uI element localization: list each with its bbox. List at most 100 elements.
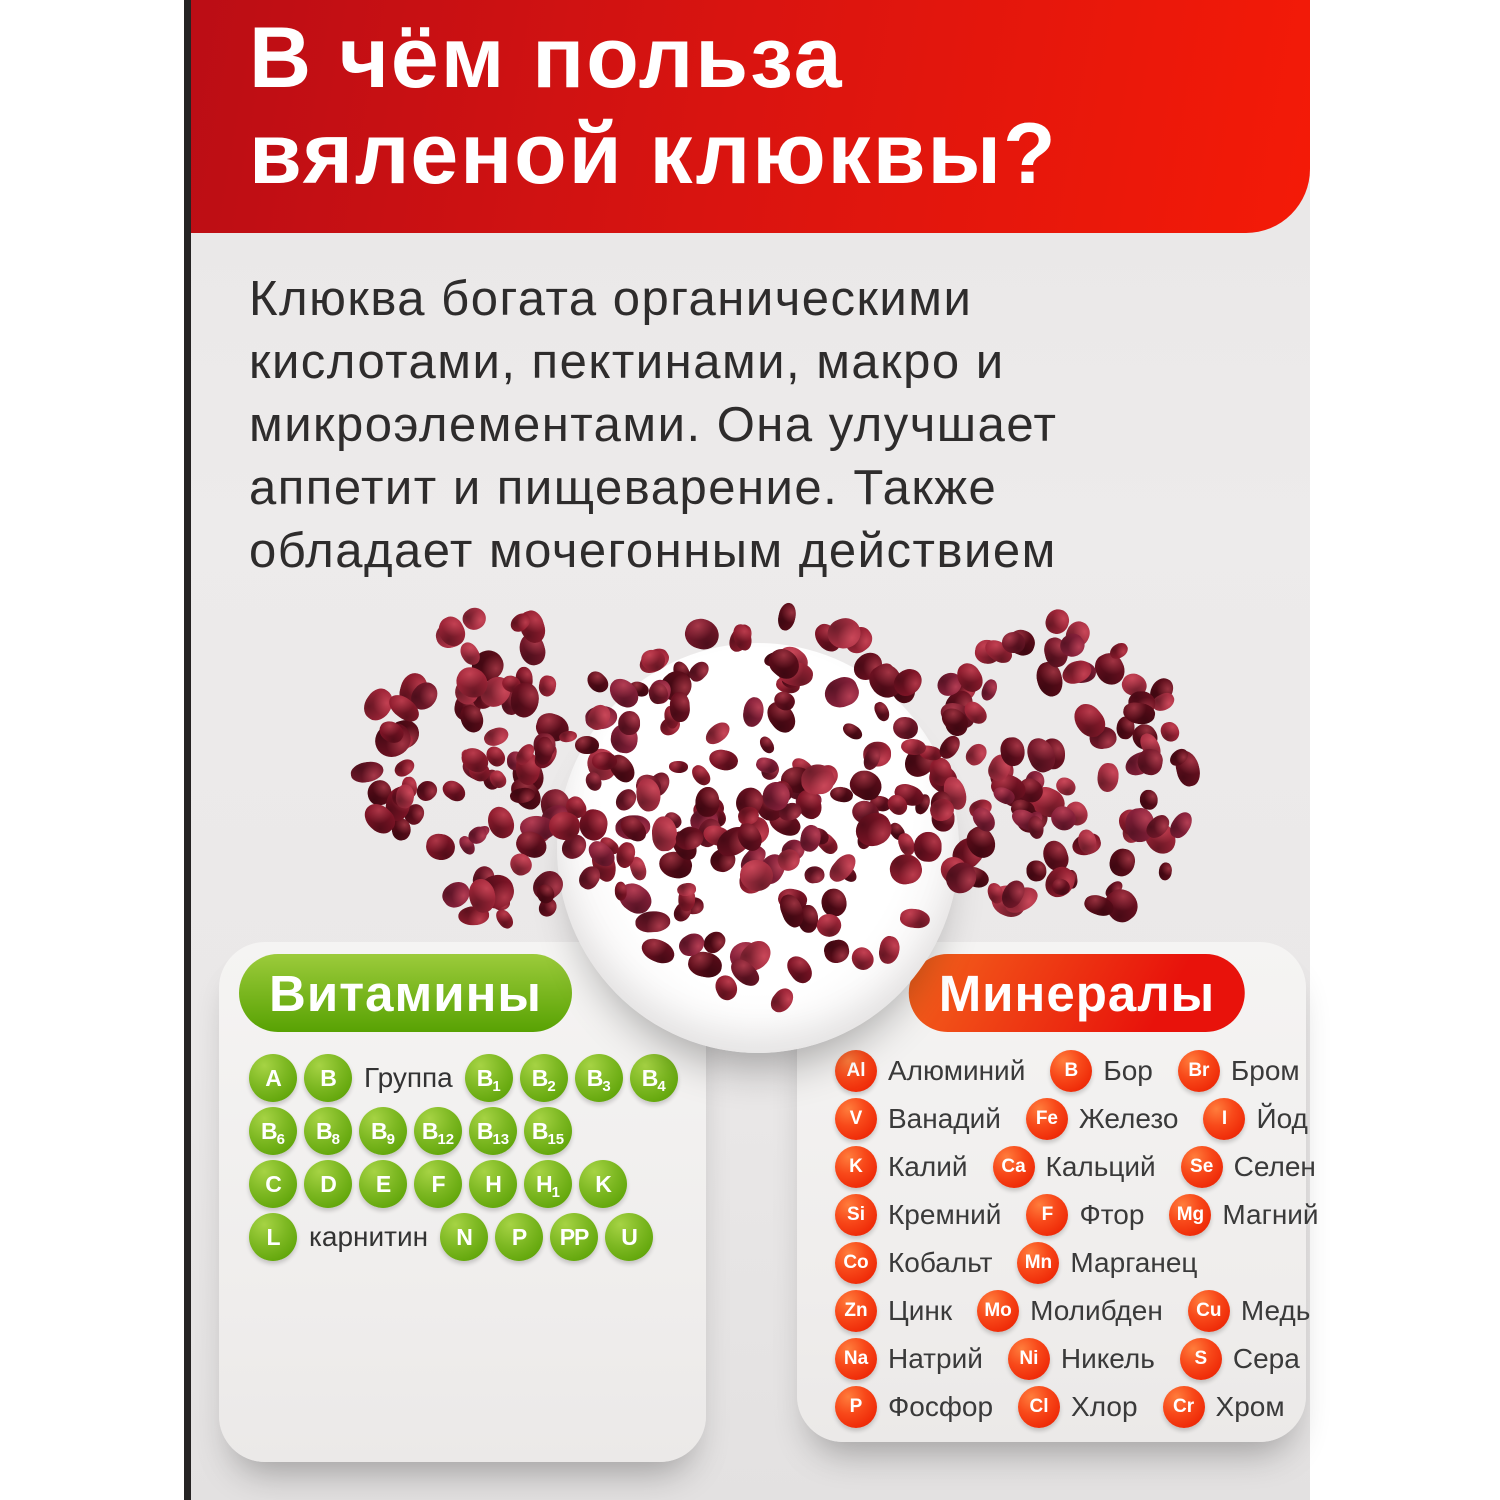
cranberry-berry bbox=[507, 680, 541, 720]
cranberry-berry bbox=[591, 751, 617, 771]
cranberry-berry bbox=[776, 799, 804, 824]
cranberry-berry bbox=[788, 754, 816, 781]
cranberry-berry bbox=[437, 877, 475, 914]
mineral-circle: Si bbox=[835, 1194, 877, 1236]
cranberry-berry bbox=[584, 836, 619, 871]
cranberry-berry bbox=[738, 870, 765, 895]
cranberry-berry bbox=[457, 743, 493, 777]
cranberry-berry bbox=[775, 886, 809, 914]
intro-line-3: микроэлементами. Она улучшает bbox=[249, 398, 1058, 452]
cranberry-berry bbox=[1089, 725, 1118, 751]
cranberry-berry bbox=[492, 905, 518, 932]
cranberry-berry bbox=[401, 776, 419, 799]
cranberry-berry bbox=[1023, 733, 1061, 776]
cranberry-berry bbox=[505, 750, 524, 771]
cranberry-berry bbox=[393, 783, 416, 810]
cranberry-berry bbox=[391, 755, 418, 781]
mineral-item: Cu Медь bbox=[1187, 1290, 1310, 1332]
cranberry-berry bbox=[967, 796, 995, 821]
cranberry-berry bbox=[776, 659, 815, 689]
mineral-name: Сера bbox=[1232, 1343, 1300, 1374]
cranberry-berry bbox=[1026, 782, 1069, 822]
content-area: В чём польза вяленой клюквы? Клюква бога… bbox=[191, 0, 1319, 1500]
cranberry-berry bbox=[945, 831, 990, 876]
cranberry-berry bbox=[465, 758, 493, 785]
mineral-name: Цинк bbox=[888, 1295, 953, 1326]
cranberry-berry bbox=[470, 823, 492, 843]
page-title: В чём польза вяленой клюквы? bbox=[191, 0, 1310, 202]
cranberry-berry bbox=[1081, 891, 1116, 921]
cranberry-berry bbox=[813, 909, 846, 941]
vitamin-circle: N bbox=[440, 1213, 489, 1261]
cranberry-berry bbox=[400, 800, 428, 829]
cranberry-berry bbox=[389, 783, 415, 810]
cranberry-berry bbox=[661, 808, 685, 832]
cranberry-berry bbox=[935, 851, 974, 891]
cranberry-berry bbox=[508, 753, 548, 797]
cranberry-berry bbox=[457, 702, 487, 736]
cranberry-berry bbox=[734, 934, 777, 977]
mineral-row: P Фосфор Cl Хлор Cr Хром bbox=[835, 1386, 1319, 1428]
cranberry-berry bbox=[917, 744, 943, 763]
cranberry-berry bbox=[1014, 774, 1048, 808]
mineral-name: Бром bbox=[1230, 1055, 1300, 1086]
mineral-item: Cr Хром bbox=[1162, 1386, 1285, 1428]
cranberry-berry bbox=[1127, 690, 1157, 717]
cranberry-berry bbox=[898, 907, 932, 931]
cranberry-berry bbox=[486, 767, 510, 791]
cranberry-berry bbox=[712, 821, 757, 862]
vitamin-rows: A B Группа B 1 B 2 B 3 B 4 B 6 B 8 B 9 B 12 B 13 B 15 C D E F H H 1 K L… bbox=[249, 1054, 678, 1261]
vitamin-group-label: карнитин bbox=[309, 1221, 429, 1252]
cranberry-berry bbox=[1137, 729, 1165, 762]
cranberry-berry bbox=[434, 612, 470, 651]
cranberry-berry bbox=[692, 793, 726, 823]
cranberry-berry bbox=[1142, 811, 1174, 843]
mineral-circle: B bbox=[1050, 1050, 1093, 1092]
cranberry-berry bbox=[1008, 805, 1044, 835]
vitamin-circle: H bbox=[469, 1160, 517, 1208]
cranberry-berry bbox=[939, 685, 978, 725]
cranberry-berry bbox=[960, 821, 1002, 864]
intro-line-1: Клюква богата органическими bbox=[249, 272, 973, 326]
mineral-circle: F bbox=[1026, 1194, 1069, 1236]
mineral-name: Фосфор bbox=[888, 1391, 994, 1422]
mineral-name: Алюминий bbox=[888, 1055, 1026, 1086]
vitamins-badge: Витамины bbox=[239, 954, 572, 1032]
cranberry-berry bbox=[927, 796, 956, 824]
cranberry-berry bbox=[973, 638, 1004, 667]
mineral-circle: Cu bbox=[1187, 1290, 1230, 1332]
mineral-name: Железо bbox=[1078, 1103, 1179, 1134]
cranberry-berry bbox=[985, 881, 1006, 906]
cranberry-berry bbox=[609, 722, 641, 755]
cranberry-berry bbox=[983, 750, 1015, 785]
cranberry-berry bbox=[677, 886, 696, 912]
minerals-badge: Минералы bbox=[908, 954, 1246, 1032]
mineral-circle: I bbox=[1203, 1098, 1246, 1140]
cranberry-berry bbox=[575, 735, 599, 754]
cranberry-berry bbox=[775, 601, 798, 633]
cranberry-berry bbox=[650, 815, 678, 852]
cranberry-berry bbox=[458, 603, 490, 635]
cranberry-berry bbox=[740, 695, 766, 729]
mineral-circle: Ca bbox=[992, 1146, 1035, 1188]
mineral-item: Ca Кальций bbox=[992, 1146, 1156, 1188]
mineral-item: Si Кремний bbox=[835, 1194, 1001, 1236]
mineral-name: Хлор bbox=[1071, 1391, 1138, 1422]
cranberry-berry bbox=[562, 793, 590, 823]
cranberry-berry bbox=[729, 621, 755, 653]
cranberry-berry bbox=[689, 761, 715, 789]
mineral-name: Кальций bbox=[1045, 1151, 1156, 1182]
mineral-circle: Cr bbox=[1162, 1386, 1205, 1428]
mineral-item: S Сера bbox=[1179, 1338, 1300, 1380]
cranberry-berry bbox=[778, 834, 810, 866]
cranberry-berry bbox=[693, 816, 724, 851]
vitamin-circle: A bbox=[249, 1054, 297, 1102]
cranberry-berry bbox=[411, 776, 441, 805]
cranberry-berry bbox=[737, 805, 761, 827]
cranberry-berry bbox=[763, 776, 795, 812]
cranberry-berry bbox=[669, 691, 691, 723]
cranberry-berry bbox=[481, 723, 511, 749]
